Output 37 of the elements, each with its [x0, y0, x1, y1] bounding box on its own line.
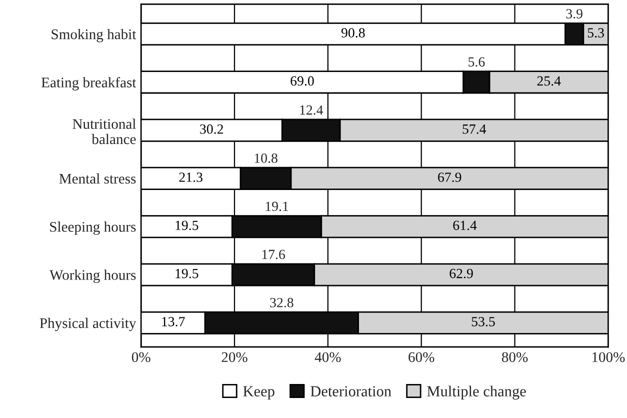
y-tick-label: Mental stress [59, 173, 136, 184]
data-label: 19.5 [176, 268, 198, 278]
y-tick-label: Eating breakfast [41, 77, 136, 90]
data-label: 61.4 [453, 220, 477, 230]
data-label: 21.3 [179, 172, 202, 182]
y-tick-label: Working hours [50, 270, 136, 283]
data-label: 32.8 [270, 298, 294, 308]
data-label: 12.4 [300, 105, 324, 115]
data-label: 19.5 [176, 220, 198, 230]
data-label: 17.6 [262, 250, 286, 260]
y-tick-label: Sleeping hours [50, 222, 136, 235]
data-label: 62.9 [450, 268, 473, 278]
data-label: 90.8 [341, 28, 365, 38]
x-tick-label: 100% [592, 352, 625, 362]
data-label: 3.9 [566, 9, 582, 19]
y-tick-label: Smoking habit [52, 28, 136, 42]
data-label: 13.7 [162, 317, 185, 326]
x-tick-label: 0% [132, 352, 150, 362]
x-tick-label: 40% [314, 352, 341, 362]
y-tick-label: Nutritional balance [72, 118, 136, 144]
x-tick-label: 80% [502, 352, 528, 362]
legend-label: Deterioration [310, 386, 392, 396]
x-tick-label: 20% [222, 352, 248, 362]
y-tick-label: Physical activity [40, 318, 136, 332]
data-label: 5.3 [588, 28, 604, 38]
data-label: 5.6 [468, 57, 485, 67]
data-label: 19.1 [266, 202, 288, 212]
legend-label: Keep [243, 386, 274, 400]
legend-label: Multiple change [427, 386, 526, 400]
data-label: 57.4 [462, 124, 486, 134]
data-label: 67.9 [438, 172, 462, 182]
data-label: 69.0 [290, 76, 314, 86]
data-label: 30.2 [200, 124, 223, 134]
data-label: 10.8 [254, 153, 278, 163]
data-label: 53.5 [472, 317, 495, 326]
x-tick-label: 60% [408, 352, 434, 362]
data-label: 25.4 [537, 76, 561, 86]
